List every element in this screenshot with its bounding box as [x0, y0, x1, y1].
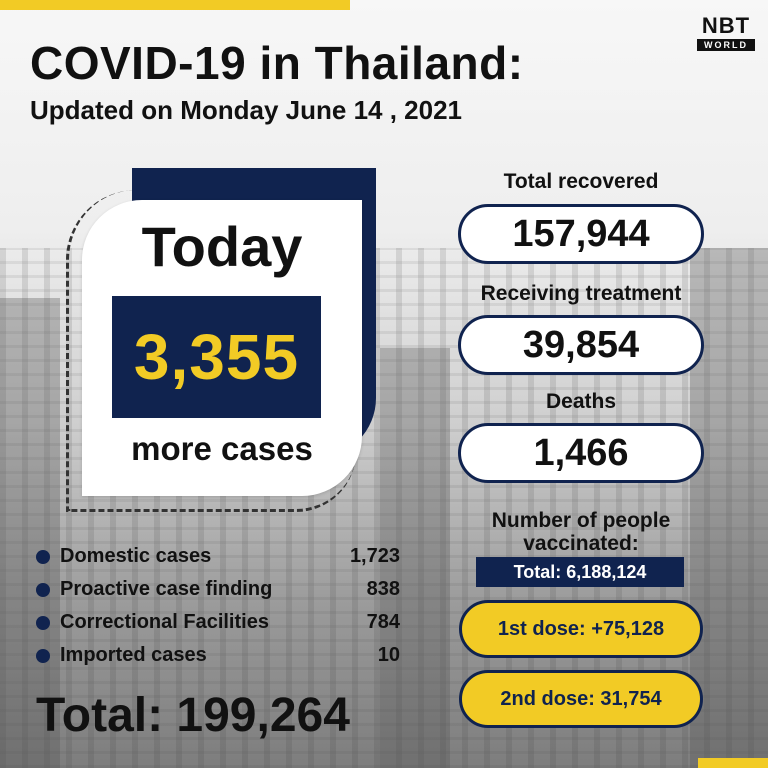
bottom-accent-bar	[698, 758, 768, 768]
breakdown-label: Proactive case finding	[60, 578, 273, 600]
breakdown-value: 10	[377, 644, 400, 666]
treatment-value: 39,854	[458, 315, 704, 375]
today-card-dashed-outline	[66, 190, 356, 512]
bullet-icon	[36, 648, 50, 663]
top-accent-bar	[0, 0, 350, 10]
logo-main-text: NBT	[701, 13, 751, 38]
breakdown-value: 838	[366, 578, 400, 600]
background-building	[380, 348, 450, 768]
vaccinated-total: Total: 6,188,124	[476, 557, 684, 587]
list-item: Correctional Facilities 784	[36, 606, 400, 639]
logo-sub-text: WORLD	[697, 39, 755, 51]
today-new-cases: 3,355	[133, 321, 300, 393]
bullet-icon	[36, 615, 50, 630]
nbt-world-logo: NBT WORLD	[697, 14, 755, 51]
update-date: Updated on Monday June 14 , 2021	[30, 95, 462, 125]
today-more-cases-label: more cases	[131, 430, 313, 467]
today-label: Today	[141, 215, 303, 278]
deaths-value: 1,466	[458, 423, 704, 483]
list-item: Domestic cases 1,723	[36, 540, 400, 573]
background-building	[690, 248, 768, 768]
treatment-label: Receiving treatment	[480, 282, 682, 305]
breakdown-label: Correctional Facilities	[60, 611, 269, 633]
case-breakdown-list: Domestic cases 1,723 Proactive case find…	[36, 540, 400, 672]
background-building	[0, 298, 60, 768]
bullet-icon	[36, 582, 50, 597]
recovered-label: Total recovered	[503, 170, 659, 193]
page-title: COVID-19 in Thailand:	[30, 37, 524, 89]
recovered-value: 157,944	[458, 204, 704, 264]
second-dose-value: 2nd dose: 31,754	[459, 670, 703, 728]
deaths-label: Deaths	[545, 390, 617, 413]
bullet-icon	[36, 549, 50, 564]
list-item: Imported cases 10	[36, 639, 400, 672]
breakdown-value: 784	[366, 611, 400, 633]
first-dose-value: 1st dose: +75,128	[459, 600, 703, 658]
today-value-box: 3,355	[112, 296, 321, 418]
breakdown-label: Imported cases	[60, 644, 207, 666]
total-cases: Total: 199,264	[36, 689, 350, 742]
vaccinated-heading: Number of people vaccinated:	[491, 509, 671, 555]
list-item: Proactive case finding 838	[36, 573, 400, 606]
breakdown-value: 1,723	[349, 545, 400, 567]
breakdown-label: Domestic cases	[60, 545, 212, 567]
